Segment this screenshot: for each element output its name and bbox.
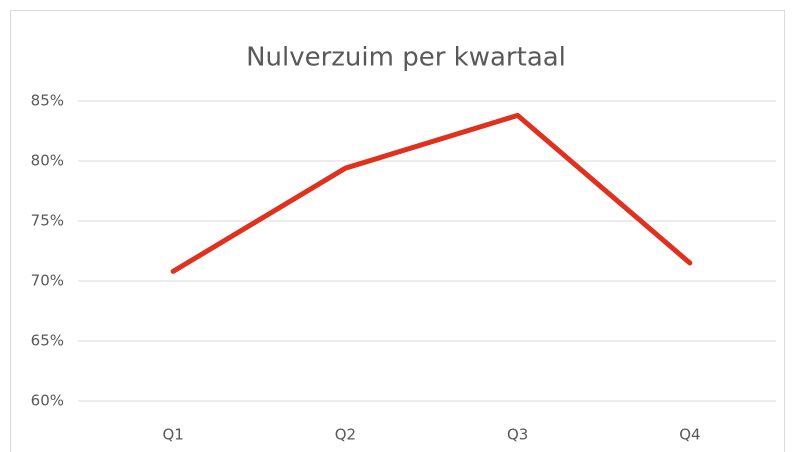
data-line [170,112,693,274]
x-tick-label: Q2 [335,426,356,444]
x-tick-label: Q4 [679,426,700,444]
y-tick-label: 70% [31,272,64,290]
chart-border [10,10,785,452]
y-tick-label: 60% [31,392,64,410]
x-tick-label: Q3 [507,426,528,444]
chart-title: Nulverzuim per kwartaal [246,43,566,73]
x-tick-label: Q1 [162,426,183,444]
y-tick-label: 85% [31,92,64,110]
y-tick-label: 80% [31,152,64,170]
y-tick-label: 65% [31,332,64,350]
y-tick-label: 75% [31,212,64,230]
